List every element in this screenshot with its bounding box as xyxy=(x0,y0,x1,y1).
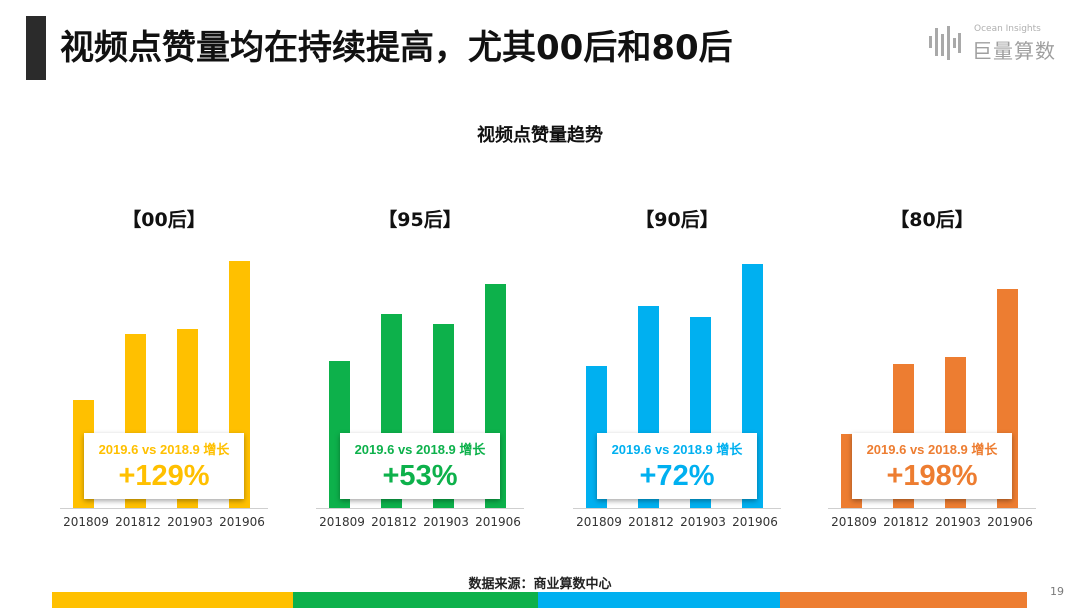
x-tick-label: 201812 xyxy=(371,515,417,529)
ocean-insights-logo: Ocean Insights 巨量算数 xyxy=(928,22,1066,66)
logo-subtitle: Ocean Insights xyxy=(974,24,1041,34)
chart-title: 视频点赞量趋势 xyxy=(477,125,603,146)
title-accent-bar xyxy=(26,16,46,80)
growth-callout-label: 2019.6 vs 2018.9 增长 xyxy=(866,442,998,457)
group-title: 【95后】 xyxy=(378,209,462,231)
growth-callout-label: 2019.6 vs 2018.9 增长 xyxy=(611,442,743,457)
x-tick-label: 201812 xyxy=(115,515,161,529)
footer-band-orange xyxy=(780,592,1027,608)
group-title: 【80后】 xyxy=(890,209,974,231)
x-axis-line xyxy=(60,508,268,509)
growth-callout-value: +53% xyxy=(382,460,458,492)
x-axis-line xyxy=(573,508,781,509)
growth-callout: 2019.6 vs 2018.9 增长 +72% xyxy=(597,433,757,499)
growth-callout-value: +198% xyxy=(886,460,978,492)
x-tick-label: 201812 xyxy=(883,515,929,529)
x-tick-label: 201812 xyxy=(628,515,674,529)
data-source: 数据来源：商业算数中心 xyxy=(468,577,612,592)
x-tick-label: 201906 xyxy=(219,515,265,529)
x-tick-label: 201809 xyxy=(63,515,109,529)
page-title: 视频点赞量均在持续提高，尤其00后和80后 xyxy=(60,28,733,68)
ocean-insights-bars-icon xyxy=(929,26,961,60)
x-tick-label: 201809 xyxy=(831,515,877,529)
x-tick-label: 201809 xyxy=(319,515,365,529)
x-tick-label: 201906 xyxy=(732,515,778,529)
growth-callout-value: +72% xyxy=(639,460,715,492)
growth-callout: 2019.6 vs 2018.9 增长 +129% xyxy=(84,433,244,499)
x-tick-label: 201903 xyxy=(935,515,981,529)
x-tick-label: 201906 xyxy=(987,515,1033,529)
footer-band-yellow xyxy=(52,592,293,608)
footer-band-blue xyxy=(538,592,780,608)
x-axis-line xyxy=(316,508,524,509)
x-tick-label: 201903 xyxy=(423,515,469,529)
x-tick-label: 201903 xyxy=(680,515,726,529)
group-title: 【90后】 xyxy=(635,209,719,231)
x-axis-line xyxy=(828,508,1036,509)
growth-callout-value: +129% xyxy=(118,460,210,492)
x-tick-label: 201809 xyxy=(576,515,622,529)
growth-callout: 2019.6 vs 2018.9 增长 +198% xyxy=(852,433,1012,499)
growth-callout: 2019.6 vs 2018.9 增长 +53% xyxy=(340,433,500,499)
footer-band-green xyxy=(293,592,538,608)
page-number: 19 xyxy=(1050,585,1064,598)
x-tick-label: 201903 xyxy=(167,515,213,529)
x-tick-label: 201906 xyxy=(475,515,521,529)
growth-callout-label: 2019.6 vs 2018.9 增长 xyxy=(354,442,486,457)
group-title: 【00后】 xyxy=(122,209,206,231)
growth-callout-label: 2019.6 vs 2018.9 增长 xyxy=(98,442,230,457)
logo-title: 巨量算数 xyxy=(972,39,1056,63)
